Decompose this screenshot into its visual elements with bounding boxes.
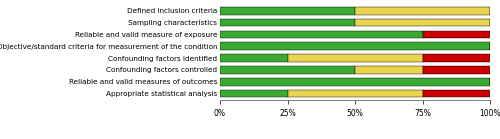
Bar: [220, 7, 355, 15]
Bar: [422, 54, 490, 62]
Bar: [355, 7, 490, 15]
Bar: [422, 66, 490, 74]
Bar: [422, 31, 490, 38]
Bar: [220, 66, 355, 74]
Bar: [355, 19, 490, 26]
Bar: [220, 19, 355, 26]
Bar: [220, 54, 288, 62]
Bar: [288, 54, 422, 62]
Bar: [288, 90, 422, 97]
Bar: [220, 90, 288, 97]
Bar: [220, 31, 422, 38]
Bar: [422, 90, 490, 97]
Bar: [220, 42, 490, 50]
Bar: [220, 78, 490, 86]
Bar: [355, 66, 422, 74]
